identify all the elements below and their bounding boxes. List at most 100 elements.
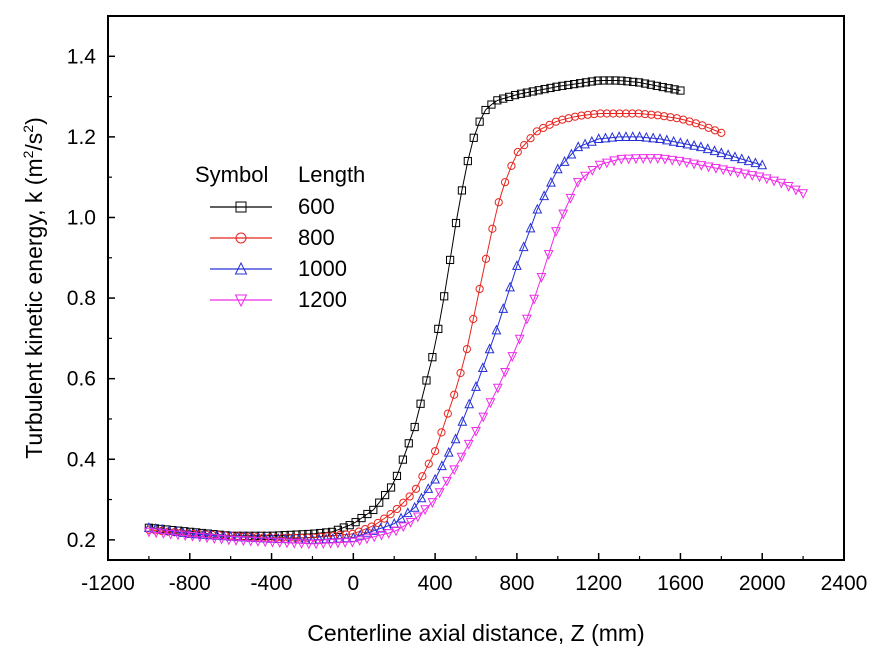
data-point bbox=[386, 483, 396, 492]
data-point bbox=[640, 79, 650, 88]
data-point bbox=[546, 83, 555, 93]
data-point bbox=[412, 512, 423, 523]
data-point bbox=[491, 324, 502, 335]
series-600 bbox=[144, 76, 685, 540]
data-point bbox=[623, 77, 632, 86]
x-tick-label: 800 bbox=[499, 572, 534, 595]
data-point bbox=[427, 498, 438, 508]
data-point bbox=[369, 532, 380, 543]
data-point bbox=[689, 139, 699, 150]
y-tick-label: 0.4 bbox=[67, 448, 97, 471]
data-point bbox=[522, 88, 531, 97]
data-point bbox=[398, 522, 409, 533]
data-point bbox=[500, 367, 510, 378]
data-point bbox=[202, 533, 212, 544]
data-point bbox=[593, 133, 604, 144]
data-point bbox=[267, 537, 278, 548]
data-point bbox=[545, 120, 554, 129]
data-point bbox=[798, 189, 809, 200]
data-point bbox=[607, 131, 618, 142]
data-point bbox=[158, 529, 169, 539]
data-point bbox=[450, 433, 461, 444]
data-point bbox=[635, 78, 644, 87]
data-point bbox=[634, 109, 643, 118]
data-point bbox=[434, 488, 445, 499]
x-tick-label: -1200 bbox=[81, 572, 135, 595]
legend: Symbol Length 600 800 1000 1200 bbox=[195, 162, 365, 312]
data-point bbox=[558, 81, 567, 90]
data-point bbox=[570, 112, 580, 121]
x-tick-label: 400 bbox=[418, 572, 453, 595]
legend-entry: 1200 bbox=[210, 287, 347, 312]
data-point bbox=[475, 117, 484, 126]
data-point bbox=[373, 518, 382, 528]
data-point bbox=[423, 483, 434, 493]
data-point bbox=[790, 185, 801, 196]
data-point bbox=[500, 178, 510, 187]
data-point bbox=[583, 110, 592, 119]
data-point bbox=[238, 536, 249, 547]
data-point bbox=[507, 161, 516, 171]
data-point bbox=[681, 158, 692, 169]
data-point bbox=[573, 141, 584, 152]
y-tick-labels: 0.2 0.4 0.6 0.8 1.0 1.2 1.4 bbox=[67, 45, 97, 552]
data-point bbox=[580, 138, 590, 149]
data-point bbox=[289, 538, 300, 549]
data-point bbox=[457, 415, 468, 426]
data-point bbox=[611, 76, 620, 85]
data-point bbox=[730, 151, 740, 162]
data-point bbox=[723, 149, 734, 160]
data-point bbox=[368, 525, 379, 535]
data-point bbox=[586, 135, 597, 146]
data-point bbox=[333, 525, 342, 534]
legend-label: 800 bbox=[298, 225, 335, 250]
data-point bbox=[437, 460, 447, 471]
data-point bbox=[710, 163, 721, 174]
data-point bbox=[484, 343, 495, 354]
series-line bbox=[148, 157, 804, 545]
data-point bbox=[411, 484, 421, 493]
data-point bbox=[173, 530, 183, 541]
data-point bbox=[725, 166, 736, 177]
data-point bbox=[431, 447, 440, 456]
data-point bbox=[609, 109, 618, 118]
data-point bbox=[499, 94, 508, 103]
data-point bbox=[566, 148, 577, 159]
data-point bbox=[540, 85, 549, 94]
y-tick-label: 0.2 bbox=[67, 529, 96, 552]
data-point bbox=[525, 222, 536, 233]
data-point bbox=[477, 362, 488, 373]
data-point bbox=[695, 141, 706, 152]
data-point bbox=[416, 492, 427, 503]
data-point bbox=[747, 171, 758, 181]
data-point bbox=[223, 535, 234, 546]
series-1200 bbox=[143, 154, 809, 550]
data-point bbox=[380, 514, 389, 523]
data-point bbox=[505, 281, 515, 292]
data-point bbox=[587, 77, 596, 86]
data-point bbox=[740, 169, 750, 180]
data-point bbox=[668, 135, 679, 146]
data-point bbox=[543, 250, 554, 260]
data-point bbox=[386, 510, 395, 519]
data-point bbox=[409, 501, 420, 512]
data-point bbox=[616, 154, 627, 165]
data-point bbox=[572, 178, 583, 188]
data-point bbox=[311, 539, 321, 550]
data-point bbox=[646, 80, 656, 89]
data-point bbox=[743, 155, 754, 166]
data-point bbox=[354, 536, 365, 547]
legend-entry: 600 bbox=[210, 194, 335, 219]
data-point bbox=[653, 111, 662, 120]
data-point bbox=[398, 455, 407, 464]
data-point bbox=[446, 255, 455, 265]
data-point bbox=[631, 154, 641, 165]
data-point bbox=[641, 131, 652, 142]
data-point bbox=[609, 156, 620, 167]
y-tick-label: 0.6 bbox=[67, 368, 96, 391]
data-point bbox=[783, 182, 794, 192]
data-point bbox=[761, 174, 772, 185]
data-point bbox=[593, 76, 602, 85]
data-point bbox=[463, 156, 472, 166]
data-point bbox=[462, 345, 472, 354]
